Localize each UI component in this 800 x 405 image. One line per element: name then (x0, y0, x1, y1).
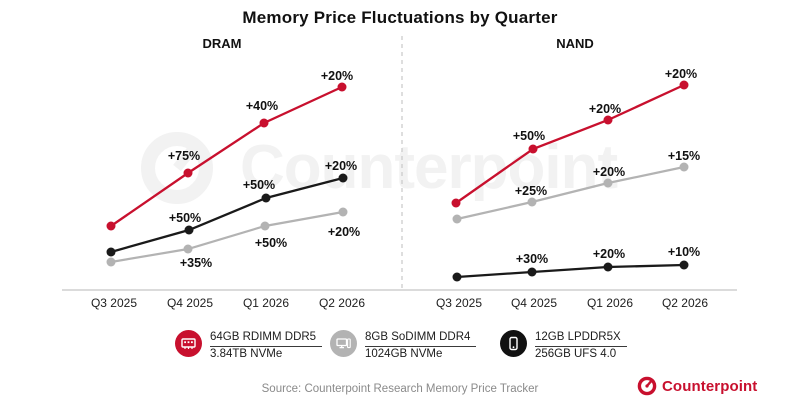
dram-xtick-q2-2026: Q2 2026 (319, 296, 365, 310)
ram-icon (181, 338, 196, 349)
dram-pc-label-q4: +35% (180, 256, 212, 270)
legend-item-mobile: 12GB LPDDR5X 256GB UFS 4.0 (500, 330, 627, 362)
panel-title-dram: DRAM (202, 36, 242, 51)
legend-mobile-nand-label: 256GB UFS 4.0 (535, 347, 617, 360)
nand-xtick-q2-2026: Q2 2026 (662, 296, 708, 310)
nand-pc-label-q4: +25% (515, 184, 547, 198)
brand-name: Counterpoint (662, 377, 758, 395)
legend-pc-dram-label: 8GB SoDIMM DDR4 (365, 331, 477, 347)
nand-xtick-q3-2025: Q3 2025 (436, 296, 482, 310)
nand-server-label-q4: +50% (513, 129, 545, 143)
nand-pc-label-q2: +15% (668, 149, 700, 163)
mobile-badge (500, 330, 527, 357)
nand-server-points (451, 80, 689, 208)
desktop-icon (336, 338, 351, 349)
nand-mobile-label-q1: +20% (593, 247, 625, 261)
legend-text-server: 64GB RDIMM DDR5 3.84TB NVMe (210, 330, 323, 362)
legend-mobile-dram-label: 12GB LPDDR5X (535, 331, 627, 347)
dram-pc-points (106, 207, 348, 267)
brand-logo: Counterpoint (637, 376, 758, 396)
dram-mobile-line (110, 176, 344, 254)
counterpoint-logo-icon (637, 376, 657, 396)
dram-mobile-label-q4: +50% (169, 211, 201, 225)
nand-server-line (455, 83, 685, 204)
legend-item-pc: 8GB SoDIMM DDR4 1024GB NVMe (330, 330, 477, 362)
pc-badge (330, 330, 357, 357)
legend-text-mobile: 12GB LPDDR5X 256GB UFS 4.0 (535, 330, 627, 362)
dram-pc-label-q1: +50% (255, 236, 287, 250)
nand-mobile-points (452, 260, 689, 282)
dram-server-label-q4: +75% (168, 149, 200, 163)
nand-mobile-line (456, 263, 685, 279)
dram-server-line (110, 85, 343, 227)
dram-xtick-q4-2025: Q4 2025 (167, 296, 213, 310)
nand-pc-points (452, 162, 689, 224)
dram-server-label-q1: +40% (246, 99, 278, 113)
nand-mobile-label-q4: +30% (516, 252, 548, 266)
nand-mobile-label-q2: +10% (668, 245, 700, 259)
legend-text-pc: 8GB SoDIMM DDR4 1024GB NVMe (365, 330, 477, 362)
server-badge (175, 330, 202, 357)
nand-server-label-q1: +20% (589, 102, 621, 116)
legend-server-nand-label: 3.84TB NVMe (210, 347, 283, 360)
chart-title: Memory Price Fluctuations by Quarter (242, 8, 558, 27)
nand-xtick-q1-2026: Q1 2026 (587, 296, 633, 310)
dram-server-points (106, 82, 347, 231)
dram-mobile-points (106, 173, 348, 257)
nand-server-label-q2: +20% (665, 67, 697, 81)
nand-xtick-q4-2025: Q4 2025 (511, 296, 557, 310)
dram-xtick-q3-2025: Q3 2025 (91, 296, 137, 310)
dram-xtick-q1-2026: Q1 2026 (243, 296, 289, 310)
source-note: Source: Counterpoint Research Memory Pri… (261, 383, 539, 395)
nand-pc-line (456, 165, 685, 221)
dram-server-label-q2: +20% (321, 69, 353, 83)
legend-item-server: 64GB RDIMM DDR5 3.84TB NVMe (175, 330, 323, 362)
legend-pc-nand-label: 1024GB NVMe (365, 347, 443, 360)
legend-server-dram-label: 64GB RDIMM DDR5 (210, 331, 323, 347)
dram-mobile-label-q2: +20% (325, 159, 357, 173)
nand-pc-label-q1: +20% (593, 165, 625, 179)
dram-pc-line (110, 210, 344, 264)
dram-pc-label-q2: +20% (328, 225, 360, 239)
panel-title-nand: NAND (556, 36, 594, 51)
smartphone-icon (509, 336, 518, 351)
dram-mobile-label-q1: +50% (243, 178, 275, 192)
